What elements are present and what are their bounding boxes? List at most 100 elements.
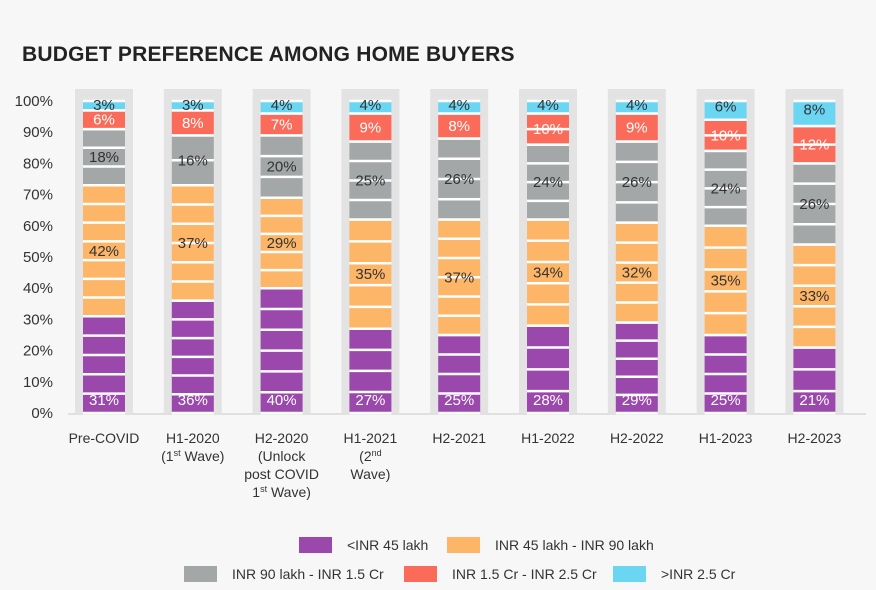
data-label: 4% <box>537 97 559 114</box>
bar-segment: 10% <box>527 112 569 146</box>
data-label: 25% <box>444 392 474 409</box>
bar-segment-fill <box>615 113 658 142</box>
bar-segment-fill <box>171 101 214 111</box>
data-label: 35% <box>355 266 385 283</box>
legend-label: >INR 2.5 Cr <box>661 566 736 582</box>
bar-segment: 4% <box>615 97 658 115</box>
bar-segment: 25% <box>349 140 392 221</box>
bar-segment-fill <box>615 101 658 114</box>
legend-item: INR 45 lakh - INR 90 lakh <box>447 537 654 553</box>
bar-segment-fill <box>793 347 836 413</box>
bar-segment: 28% <box>527 324 569 415</box>
bar-stack: 40% 29% 20% 7% 4% <box>252 89 311 415</box>
bar-segment-fill <box>83 185 125 317</box>
legend-swatch <box>447 537 480 553</box>
data-label: 28% <box>533 392 563 409</box>
bar-segment-fill <box>793 101 836 126</box>
y-tick-label: 10% <box>23 374 53 391</box>
data-label: 26% <box>622 174 652 191</box>
bar-segment: 21% <box>793 346 836 415</box>
data-label: 12% <box>799 137 829 154</box>
data-label: 32% <box>622 265 652 282</box>
bar-segment: 12% <box>793 124 836 165</box>
x-tick-label: H2-2023 <box>788 430 842 446</box>
data-label: 16% <box>178 152 208 169</box>
y-tick-label: 20% <box>23 343 53 360</box>
bar-segment: 42% <box>83 183 125 318</box>
bar-segment: 34% <box>527 218 569 327</box>
data-label: 3% <box>182 97 204 114</box>
data-label: 26% <box>444 171 474 188</box>
bar-segment: 3% <box>171 97 214 114</box>
data-label: 18% <box>89 149 119 166</box>
bar-segment: 27% <box>349 327 392 415</box>
data-label: 36% <box>178 392 208 409</box>
bar-segment: 4% <box>527 97 569 115</box>
data-label: 10% <box>533 121 563 138</box>
bar-stack: 21% 33% 26% 12% 8% <box>785 89 844 415</box>
bars: 31%42%18%6%3%36%37%16%8%3%40%29%20%7%4%2… <box>75 89 844 415</box>
y-axis: 0% 10% 20% 30% 40% 50% 60% 70% 80% 90% 100% <box>15 93 866 422</box>
bar-segment: 9% <box>615 112 658 143</box>
legend-item: INR 1.5 Cr - INR 2.5 Cr <box>404 566 597 582</box>
bar-segment: 33% <box>793 243 836 349</box>
data-label: 21% <box>799 392 829 409</box>
bar-segment: 35% <box>349 218 392 331</box>
bar-segment: 26% <box>438 137 481 221</box>
data-label: 4% <box>448 97 470 114</box>
legend-label: INR 90 lakh - INR 1.5 Cr <box>232 566 384 582</box>
y-tick-label: 40% <box>23 280 53 297</box>
data-label: 8% <box>804 101 826 118</box>
bar-segment: 6% <box>83 109 125 131</box>
chart-title: BUDGET PREFERENCE AMONG HOME BUYERS <box>22 43 515 66</box>
data-label: 29% <box>267 235 297 252</box>
bar-segment-fill <box>260 135 303 198</box>
data-label: 37% <box>444 269 474 286</box>
bar-segment: 25% <box>704 333 747 415</box>
legend-label: INR 1.5 Cr - INR 2.5 Cr <box>452 566 597 582</box>
data-label: 42% <box>89 243 119 260</box>
x-tick-label: H2-2020 (Unlock post COVID 1st Wave) <box>244 430 319 500</box>
y-tick-label: 50% <box>23 249 53 266</box>
bar-segment: 9% <box>349 112 392 143</box>
bar-segment: 4% <box>349 97 392 115</box>
data-label: 34% <box>533 265 563 282</box>
data-label: 10% <box>711 127 741 144</box>
bar-segment-fill <box>615 322 658 413</box>
bar-segment: 8% <box>171 109 214 137</box>
bar-segment: 37% <box>438 218 481 337</box>
bar-segment-fill <box>438 101 481 114</box>
legend-swatch <box>299 537 332 553</box>
bar-segment-fill <box>83 129 125 186</box>
legend-label: <INR 45 lakh <box>347 537 428 553</box>
data-label: 9% <box>360 120 382 137</box>
bar-segment: 10% <box>704 118 747 153</box>
bar-segment-fill <box>349 219 392 329</box>
data-label: 8% <box>448 118 470 135</box>
bar-segment-fill <box>349 113 392 142</box>
bar-segment-fill <box>527 219 569 326</box>
legend-swatch <box>613 566 646 582</box>
bar-segment: 20% <box>260 134 303 199</box>
bar-stack: 31% 42% 18% 6%3% <box>75 89 133 415</box>
data-label: 6% <box>93 112 115 129</box>
y-tick-label: 90% <box>23 124 53 141</box>
bar-segment: 32% <box>615 221 658 324</box>
x-tick-label: H2-2021 <box>432 430 486 446</box>
bar-segment: 8% <box>793 99 836 128</box>
data-label: 4% <box>626 97 648 114</box>
data-label: 3% <box>93 97 115 114</box>
bar-segment-fill <box>260 197 303 289</box>
bar-stack: 25% 37% 26% 8% 4% <box>430 89 489 415</box>
bar-segment-fill <box>83 316 125 413</box>
bar-segment-fill <box>527 101 569 114</box>
bar-segment-fill <box>260 113 303 136</box>
y-tick-label: 70% <box>23 187 53 204</box>
bar-stack: 29% 32% 26% 9% 4% <box>607 89 666 415</box>
data-label: 7% <box>271 116 293 133</box>
bar-segment-fill <box>83 110 125 130</box>
x-axis: Pre-COVID H1-2020 (1st Wave) H2-2020 (Unlock… <box>69 430 842 500</box>
data-label: 26% <box>799 196 829 213</box>
bar-segment: 7% <box>260 112 303 137</box>
